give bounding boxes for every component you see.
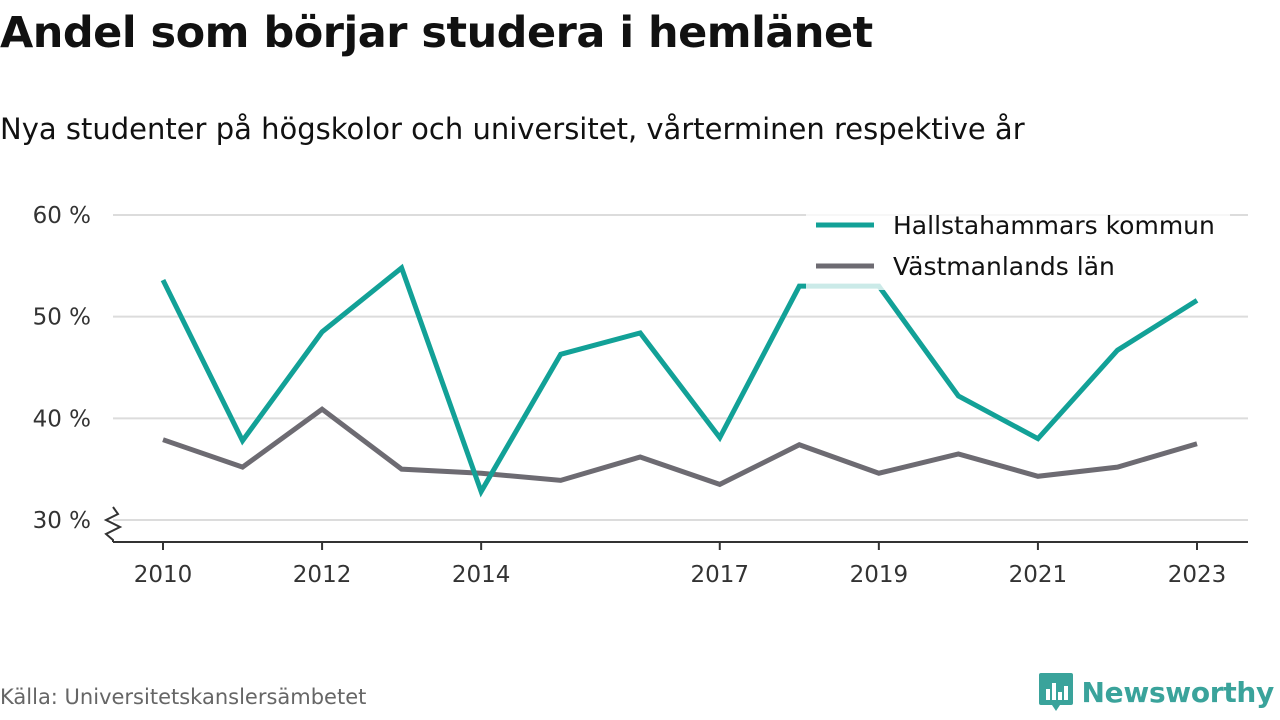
x-axis-ticks: 2010 2012 2014 2017 2019 2021 2023 (134, 542, 1227, 588)
line-chart: 60 % 50 % 40 % 30 % 2010 2012 2014 2017 2019 202… (33, 203, 1248, 588)
legend-label-1: Västmanlands län (893, 252, 1115, 281)
legend-label-0: Hallstahammars kommun (893, 211, 1215, 240)
x-tick-label: 2017 (690, 562, 749, 588)
x-tick-label: 2023 (1168, 562, 1227, 588)
chart-title: Andel som börjar studera i hemlänet (0, 8, 873, 58)
legend-background (806, 206, 1230, 290)
bar-chart-speech-bubble-icon (1038, 673, 1073, 711)
x-tick-label: 2021 (1009, 562, 1068, 588)
source-note: Källa: Universitetskanslersämbetet (0, 685, 367, 709)
y-tick-label: 60 % (33, 203, 91, 229)
brand-name: Newsworthy (1081, 675, 1275, 709)
series-line-1 (162, 406, 1198, 488)
series-lines (160, 263, 1199, 498)
y-tick-label: 30 % (33, 508, 91, 534)
x-tick-label: 2014 (452, 562, 511, 588)
x-tick-label: 2012 (293, 562, 352, 588)
y-tick-label: 50 % (33, 305, 91, 331)
y-tick-label: 40 % (33, 406, 91, 432)
x-tick-label: 2019 (850, 562, 909, 588)
chart-subtitle: Nya studenter på högskolor och universit… (0, 112, 1025, 146)
brand-logo: Newsworthy (1038, 672, 1274, 712)
x-tick-label: 2010 (134, 562, 193, 588)
legend: Hallstahammars kommun Västmanlands län (806, 206, 1230, 290)
x-axis (103, 506, 1248, 543)
y-axis-ticks: 60 % 50 % 40 % 30 % (33, 203, 91, 534)
axis-break-icon (103, 506, 123, 542)
series-line-0 (160, 263, 1199, 498)
